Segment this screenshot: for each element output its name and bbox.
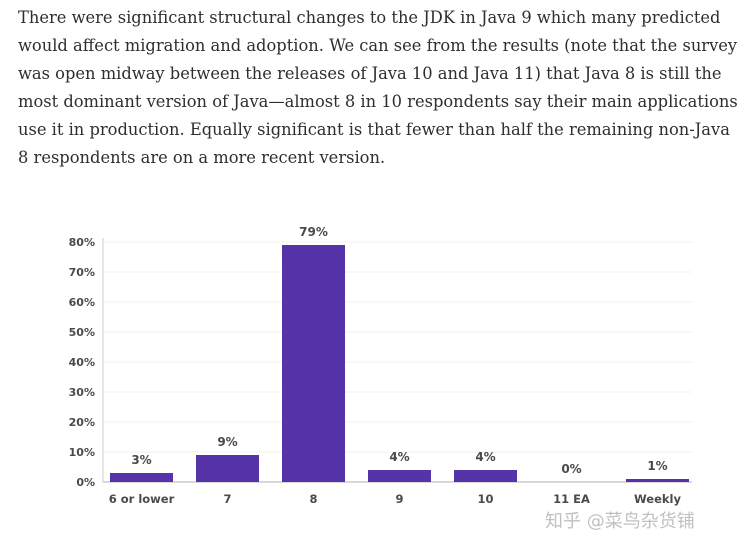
data-label: 3%: [131, 453, 151, 467]
x-tick-label: 9: [395, 492, 403, 506]
bar-weekly: [626, 479, 689, 482]
y-tick-label: 0%: [76, 476, 95, 489]
data-label: 0%: [561, 462, 581, 476]
y-tick-label: 60%: [69, 296, 95, 309]
bar-6-or-lower: [110, 473, 173, 482]
data-label: 9%: [217, 435, 237, 449]
y-tick-label: 80%: [69, 236, 95, 249]
data-label: 4%: [389, 450, 409, 464]
x-tick-label: 10: [477, 492, 493, 506]
bar-8: [282, 245, 345, 482]
bar-9: [368, 470, 431, 482]
bar-7: [196, 455, 259, 482]
bar-10: [454, 470, 517, 482]
intro-paragraph: There were significant structural change…: [18, 8, 738, 167]
x-tick-label: 11 EA: [553, 492, 590, 506]
y-tick-label: 10%: [69, 446, 95, 459]
y-tick-label: 50%: [69, 326, 95, 339]
x-tick-label: 7: [223, 492, 231, 506]
data-label: 1%: [647, 459, 667, 473]
y-tick-label: 70%: [69, 266, 95, 279]
y-tick-label: 20%: [69, 416, 95, 429]
x-tick-label: 6 or lower: [109, 492, 175, 506]
watermark: 知乎 @菜鸟杂货铺: [545, 511, 695, 532]
data-label: 79%: [299, 225, 328, 239]
x-tick-label: Weekly: [634, 492, 681, 506]
data-label: 4%: [475, 450, 495, 464]
y-tick-label: 40%: [69, 356, 95, 369]
x-tick-label: 8: [309, 492, 317, 506]
y-tick-label: 30%: [69, 386, 95, 399]
